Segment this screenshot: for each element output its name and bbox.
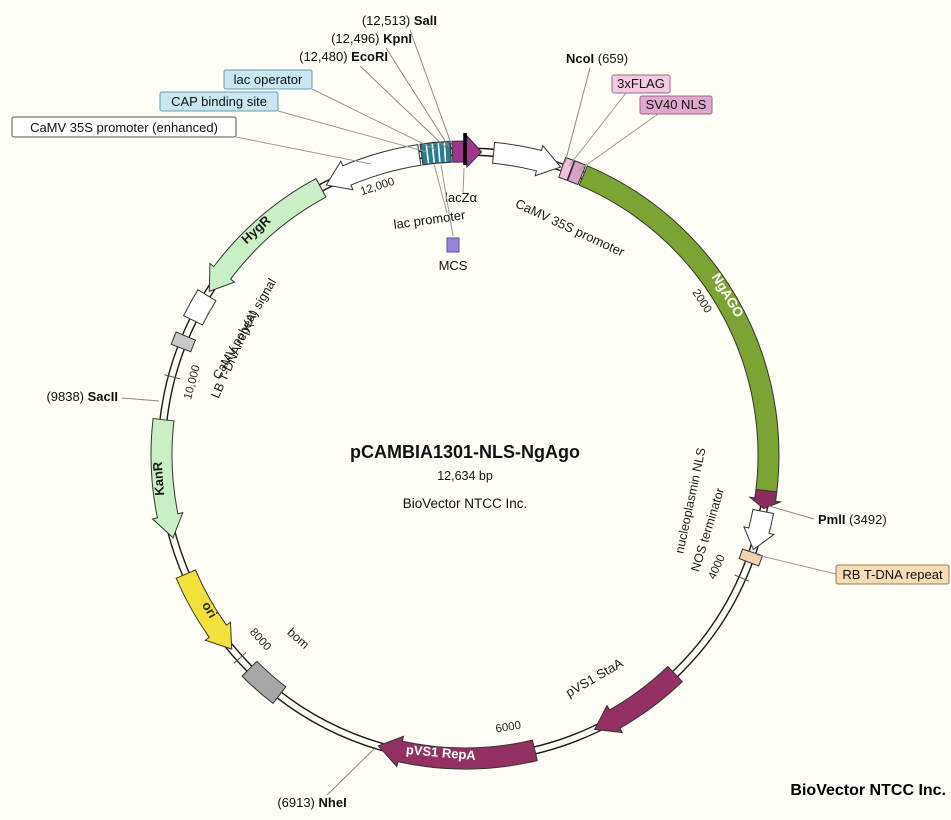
restriction-line-nhei xyxy=(326,748,375,796)
feature-nucleoplasmin-nls xyxy=(748,488,783,510)
restriction-site-ecori: (12,480) EcoRI xyxy=(299,49,388,64)
callout-label-lacza: lacZα xyxy=(445,190,478,205)
callout-label-lac-operator: lac operator xyxy=(234,72,303,87)
callout-line-sv40-nls xyxy=(577,113,659,172)
feature-stripe-mcs-region xyxy=(431,143,436,163)
feature-bom xyxy=(241,660,287,705)
callout-line-lacza xyxy=(462,167,465,194)
feature-camv35s-enhanced xyxy=(325,144,422,191)
callout-line-mcs xyxy=(440,164,454,237)
company-watermark: BioVector NTCC Inc. xyxy=(790,782,946,799)
feature-sv40nls-feature xyxy=(567,160,587,186)
callout-label-rb-tdna: RB T-DNA repeat xyxy=(842,567,943,582)
feature-camv35s-promoter xyxy=(492,141,562,177)
feature-pvs1-staa xyxy=(593,665,684,734)
callout-line-lac-promoter xyxy=(433,163,448,214)
callout-label-cap-binding-site: CAP binding site xyxy=(171,94,267,109)
restriction-site-ncoi: NcoI (659) xyxy=(566,51,628,66)
restriction-site-nhei: (6913) NheI xyxy=(277,795,346,810)
feature-pvs1-repa xyxy=(377,735,538,770)
feature-stripe-mcs-region xyxy=(425,144,430,164)
tick-label-8000: 8000 xyxy=(247,626,273,653)
callout-line-camv-35s-enhanced xyxy=(235,136,372,165)
feature-label-kanr: KanR xyxy=(150,461,167,497)
callout-box-sv40-nls xyxy=(639,95,713,115)
callout-box-lac-operator xyxy=(223,69,313,90)
center-company-note: BioVector NTCC Inc. xyxy=(403,496,528,511)
callout-box-flag-3x xyxy=(611,74,671,94)
callout-label-mcs: MCS xyxy=(439,258,468,273)
feature-camv-polya xyxy=(182,289,217,326)
callout-box-rb-tdna xyxy=(835,564,950,585)
restriction-site-sacii: (9838) SacII xyxy=(46,389,118,404)
restriction-site-kpni: (12,496) KpnI xyxy=(331,31,412,46)
restriction-site-sali: (12,513) SalI xyxy=(362,13,437,28)
callout-label-camv-35s-enhanced: CaMV 35S promoter (enhanced) xyxy=(30,120,218,135)
plasmid-title: pCAMBIA1301-NLS-NgAgo xyxy=(350,442,580,462)
restriction-line-ncoi xyxy=(564,67,591,164)
restriction-line-pmli xyxy=(768,505,815,520)
feature-ori xyxy=(175,569,233,650)
callout-line-cap-binding-site xyxy=(277,110,428,153)
callout-line-lac-operator xyxy=(311,88,437,151)
callout-line-rb-tdna xyxy=(756,554,837,575)
feature-stripe-mcs-region xyxy=(437,143,441,163)
callout-label-lac-promoter: lac promoter xyxy=(393,207,467,232)
feature-kanr xyxy=(150,417,184,539)
feature-stripe-mcs-region xyxy=(443,142,447,162)
feature-rb-border xyxy=(738,548,764,567)
callout-label-sv40-nls: SV40 NLS xyxy=(646,97,707,112)
feature-label-pvs1-repa: pVS1 RepA xyxy=(405,742,477,763)
feature-label-camv35s-promoter: CaMV 35S promoter xyxy=(513,196,627,260)
feature-hygr xyxy=(208,177,327,293)
feature-flag3x-feature xyxy=(558,156,575,181)
callout-line-flag-3x xyxy=(568,92,627,167)
tick-label-6000: 6000 xyxy=(495,720,522,736)
callout-label-flag-3x: 3xFLAG xyxy=(617,76,665,91)
feature-lb-tdna-repeat xyxy=(170,331,197,353)
restriction-line-sali xyxy=(409,29,453,147)
restriction-site-pmli: PmlI (3492) xyxy=(818,512,887,527)
restriction-line-sacii xyxy=(121,397,160,402)
plasmid-size: 12,634 bp xyxy=(437,469,493,483)
tick-label-4000: 4000 xyxy=(706,553,727,581)
feature-ngago xyxy=(578,165,780,494)
restriction-line-kpni xyxy=(385,47,450,148)
feature-label-camv-polya: CaMV poly(A) signal xyxy=(210,276,279,382)
callout-box-camv-35s-enhanced xyxy=(11,116,237,138)
callout-box-cap-binding-site xyxy=(159,91,279,112)
tick-10000 xyxy=(164,374,181,380)
feature-label-ori: ori xyxy=(199,599,220,621)
feature-nos-terminator xyxy=(743,508,776,551)
tick-8000 xyxy=(233,652,247,664)
tick-label-10000: 10,000 xyxy=(182,364,203,401)
feature-label-bom: bom xyxy=(284,625,311,652)
callout-glyph-mcs xyxy=(446,237,460,253)
feature-label-pvs1-staa: pVS1 StaA xyxy=(563,655,626,700)
restriction-line-ecori xyxy=(359,65,447,149)
tick-4000 xyxy=(734,574,750,582)
